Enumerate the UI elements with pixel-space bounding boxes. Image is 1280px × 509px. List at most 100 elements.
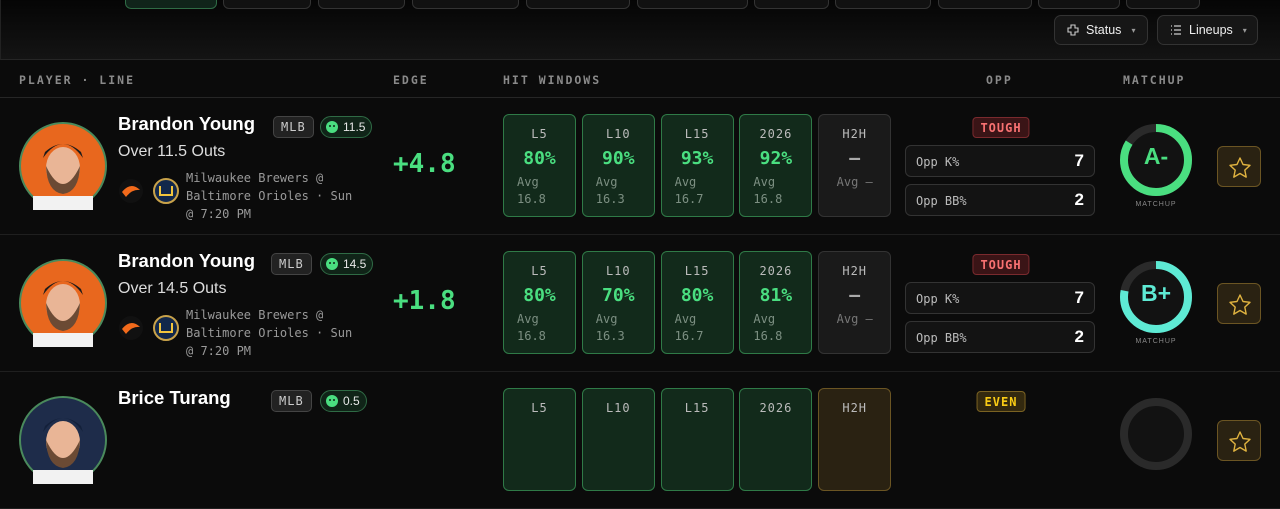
window-label: L5 (531, 127, 548, 141)
avatar-part (46, 284, 80, 326)
tab[interactable] (125, 0, 217, 9)
stat-label: Opp BB% (916, 331, 967, 345)
team-logos-part (122, 185, 140, 197)
tab[interactable] (1038, 0, 1120, 9)
window-label: 2026 (759, 127, 793, 141)
line-icon (325, 257, 339, 271)
avg-line: Avg (595, 175, 618, 189)
window-avg: Avg 16.7 (675, 174, 704, 208)
table-header: PLAYER · LINE EDGE HIT WINDOWS OPP MATCH… (0, 60, 1280, 98)
avg-line: 16.8 (753, 329, 783, 343)
grade: B+ (1140, 280, 1172, 306)
opp-tag: EVEN (976, 391, 1026, 412)
avg-line: 16.7 (674, 329, 704, 343)
favorite-button[interactable] (1217, 283, 1261, 324)
line-icon-part (329, 399, 331, 401)
avg-line: 16.3 (595, 192, 625, 206)
grade-ring-part (1120, 124, 1192, 196)
tab[interactable] (318, 0, 405, 9)
grade-ring-part (1120, 124, 1192, 196)
favorite-button-part (1229, 431, 1251, 452)
tab[interactable] (412, 0, 519, 9)
window-pct: 93% (680, 148, 714, 169)
game-info: Milwaukee Brewers @ Baltimore Orioles · … (186, 308, 353, 358)
game-info: Milwaukee Brewers @ Baltimore Orioles · … (186, 171, 353, 221)
favorite-button-part (1229, 294, 1251, 315)
column-header: HIT WINDOWS (503, 73, 602, 87)
window-label: 2026 (759, 264, 793, 278)
player-row: Brandon Young MLB 11.5 Over 11.5 Outs Milwau… (0, 97, 1280, 235)
favorite-button[interactable] (1217, 146, 1261, 187)
window-label: L10 (605, 264, 631, 278)
grade-ring-part (1120, 261, 1192, 333)
window-pct: 90% (602, 148, 635, 169)
avatar-part (33, 196, 93, 216)
window-label: L10 (605, 127, 631, 141)
avatar (19, 259, 107, 353)
window-label: H2H (842, 127, 868, 141)
window-avg: Avg 16.3 (596, 174, 625, 208)
line-badge: 11.5 (320, 116, 373, 138)
team-logos-part (153, 315, 179, 341)
window-avg: Avg — (819, 311, 890, 328)
avg-line: Avg — (836, 175, 873, 189)
window-label: 2026 (759, 401, 793, 415)
line-icon-part (333, 262, 335, 264)
column-header: OPP (986, 73, 1013, 87)
team-logos-part (153, 178, 179, 204)
line-badge: 14.5 (320, 253, 374, 275)
line-icon-part (326, 258, 338, 270)
league-badge: MLB (273, 116, 314, 138)
edge-value: +1.8 (393, 286, 456, 316)
line-icon-part (326, 395, 338, 407)
column-header: PLAYER · LINE (19, 73, 136, 87)
status-button[interactable]: Status ▾ (1054, 15, 1148, 45)
line-icon-part (329, 262, 331, 264)
window-label: L15 (684, 264, 710, 278)
stat-value: 7 (1074, 288, 1084, 307)
player-name: Brandon Young (118, 113, 256, 134)
stat-label: Opp BB% (916, 194, 967, 208)
button-label: Status (1086, 23, 1122, 37)
avatar-part (19, 259, 107, 353)
tab[interactable] (754, 0, 829, 9)
tab[interactable] (526, 0, 630, 9)
hit-window: L5 80% Avg 16.8 (503, 114, 576, 217)
window-label: H2H (842, 264, 868, 278)
favorite-button[interactable] (1217, 420, 1261, 461)
avatar-part (33, 470, 93, 490)
team-logos-part (119, 315, 179, 341)
tab[interactable] (835, 0, 931, 9)
hit-window: H2H (818, 388, 892, 491)
lineups-button[interactable]: Lineups ▾ (1157, 15, 1258, 45)
stat-value: 2 (1074, 327, 1084, 346)
team-logos-part (159, 186, 173, 196)
avatar-part (43, 281, 83, 295)
tab[interactable] (637, 0, 748, 9)
avg-line: Avg (674, 312, 697, 326)
hit-window: L5 (503, 388, 576, 491)
avg-line: Avg (595, 312, 618, 326)
player-name: Brandon Young (118, 250, 256, 271)
tab[interactable] (223, 0, 311, 9)
prop-text: Over 14.5 Outs (118, 280, 227, 297)
grade-ring-part (1120, 261, 1192, 333)
opp-stat: Opp BB% 2 (905, 321, 1095, 353)
hit-window: L10 70% Avg 16.3 (581, 251, 655, 354)
caret: ▾ (1242, 25, 1247, 35)
avatar-part (46, 166, 80, 194)
avg-line: 16.8 (517, 192, 546, 206)
avg-line: 16.7 (674, 192, 704, 206)
tab[interactable] (1126, 0, 1200, 9)
window-pct: — (849, 148, 861, 169)
hit-window: 2026 (739, 388, 813, 491)
favorite-button-part (1229, 157, 1251, 178)
window-label: H2H (842, 401, 868, 415)
avatar (19, 122, 107, 216)
toolbar: Status ▾ Lineups ▾ (0, 0, 1280, 60)
team-logos (118, 314, 180, 347)
grade-ring-part (1120, 398, 1192, 470)
team-logos-part (119, 178, 179, 204)
line-icon-part (326, 121, 338, 133)
tab[interactable] (938, 0, 1032, 9)
